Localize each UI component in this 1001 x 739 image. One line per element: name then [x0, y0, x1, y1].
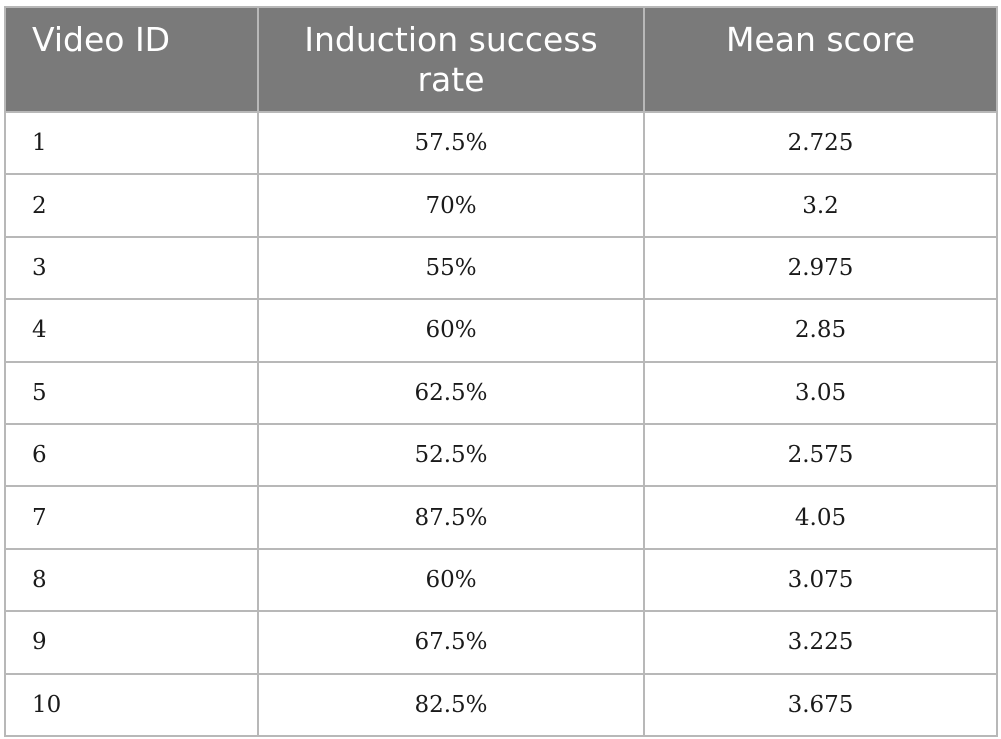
table-row: 2 70% 3.2	[4, 173, 998, 238]
cell-induction-success-rate: 52.5%	[257, 422, 645, 488]
cell-induction-success-rate: 62.5%	[257, 360, 645, 425]
cell-mean-score: 4.05	[643, 485, 998, 550]
cell-video-id: 7	[4, 485, 259, 550]
cell-induction-success-rate: 57.5%	[257, 110, 645, 176]
cell-induction-success-rate: 87.5%	[257, 485, 645, 550]
cell-mean-score: 3.05	[643, 360, 998, 425]
cell-video-id: 4	[4, 298, 259, 363]
cell-video-id: 8	[4, 547, 259, 613]
cell-video-id: 9	[4, 610, 259, 675]
cell-induction-success-rate: 60%	[257, 547, 645, 613]
cell-induction-success-rate: 82.5%	[257, 672, 645, 737]
cell-mean-score: 3.225	[643, 610, 998, 675]
header-mean-score: Mean score	[643, 6, 998, 113]
cell-video-id: 2	[4, 173, 259, 238]
cell-video-id: 5	[4, 360, 259, 425]
cell-induction-success-rate: 60%	[257, 298, 645, 363]
data-table-container: Video ID Induction success rate Mean sco…	[4, 6, 998, 737]
cell-induction-success-rate: 55%	[257, 235, 645, 301]
table-row: 10 82.5% 3.675	[4, 672, 998, 737]
cell-mean-score: 3.075	[643, 547, 998, 613]
cell-mean-score: 2.725	[643, 110, 998, 176]
cell-mean-score: 2.575	[643, 422, 998, 488]
cell-video-id: 10	[4, 672, 259, 737]
table-body: 1 57.5% 2.725 2 70% 3.2 3 55% 2.975 4 60…	[4, 110, 998, 737]
cell-mean-score: 2.975	[643, 235, 998, 301]
table-row: 1 57.5% 2.725	[4, 110, 998, 176]
table-row: 4 60% 2.85	[4, 298, 998, 363]
cell-mean-score: 3.675	[643, 672, 998, 737]
cell-mean-score: 3.2	[643, 173, 998, 238]
header-induction-success-rate: Induction success rate	[257, 6, 645, 113]
table-row: 3 55% 2.975	[4, 235, 998, 301]
header-video-id: Video ID	[4, 6, 259, 113]
cell-video-id: 6	[4, 422, 259, 488]
cell-video-id: 1	[4, 110, 259, 176]
table-row: 6 52.5% 2.575	[4, 422, 998, 488]
video-induction-table: Video ID Induction success rate Mean sco…	[4, 6, 998, 737]
table-header: Video ID Induction success rate Mean sco…	[4, 6, 998, 113]
cell-mean-score: 2.85	[643, 298, 998, 363]
table-row: 7 87.5% 4.05	[4, 485, 998, 550]
cell-induction-success-rate: 70%	[257, 173, 645, 238]
table-row: 9 67.5% 3.225	[4, 610, 998, 675]
table-row: 5 62.5% 3.05	[4, 360, 998, 425]
cell-video-id: 3	[4, 235, 259, 301]
table-row: 8 60% 3.075	[4, 547, 998, 613]
cell-induction-success-rate: 67.5%	[257, 610, 645, 675]
header-row: Video ID Induction success rate Mean sco…	[4, 6, 998, 113]
